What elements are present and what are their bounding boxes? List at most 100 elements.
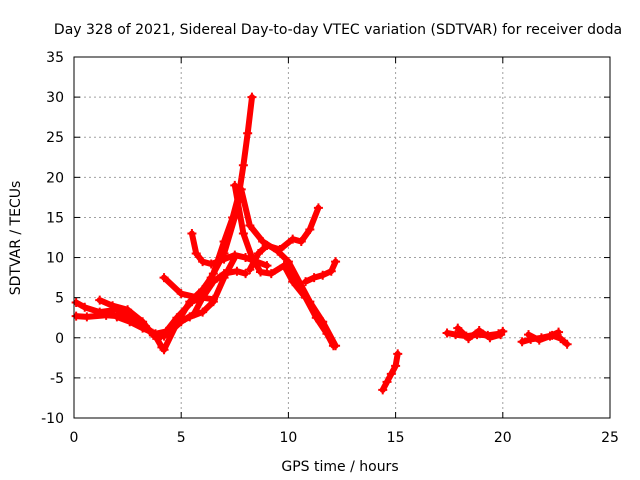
- data-point: [524, 330, 534, 340]
- data-point: [198, 257, 208, 267]
- data-point: [313, 203, 323, 213]
- y-tick-label: 0: [55, 331, 64, 347]
- data-point: [238, 228, 248, 238]
- data-point: [187, 228, 197, 238]
- data-point: [534, 335, 544, 345]
- y-tick-label: 10: [46, 251, 64, 267]
- x-tick-label: 0: [70, 430, 79, 446]
- data-point: [219, 269, 229, 279]
- series-arc-9: [161, 94, 255, 301]
- x-tick-label: 15: [387, 430, 405, 446]
- data-point: [95, 307, 105, 317]
- data-point: [243, 128, 253, 138]
- data-point: [288, 234, 298, 244]
- x-tick-label: 10: [279, 430, 297, 446]
- data-point: [453, 323, 463, 333]
- data-point: [172, 318, 182, 328]
- series-markers-arc-18: [524, 327, 564, 345]
- data-point: [556, 334, 566, 344]
- x-tick-label: 5: [177, 430, 186, 446]
- y-axis-label: SDTVAR / TECUs: [8, 181, 24, 296]
- data-point: [176, 289, 186, 299]
- data-point: [258, 237, 268, 247]
- data-point: [463, 334, 473, 344]
- data-point: [305, 224, 315, 234]
- data-point: [208, 269, 218, 279]
- y-tick-label: 15: [46, 210, 64, 226]
- data-point: [496, 330, 506, 340]
- series-markers-arc-9: [159, 92, 257, 303]
- data-point: [275, 245, 285, 255]
- data-point: [71, 297, 81, 307]
- trace-layer: [71, 92, 572, 395]
- data-point: [318, 270, 328, 280]
- data-point: [391, 361, 401, 371]
- y-tick-label: 20: [46, 170, 64, 186]
- data-point: [322, 329, 332, 339]
- data-point: [262, 241, 272, 251]
- data-point: [159, 345, 169, 355]
- data-point: [393, 349, 403, 359]
- series-markers-arc-16: [453, 323, 506, 344]
- data-point: [253, 249, 263, 259]
- data-point: [386, 369, 396, 379]
- data-point: [262, 261, 272, 271]
- series-markers-arc-11: [245, 203, 323, 275]
- x-axis-label: GPS time / hours: [281, 459, 398, 475]
- tick-layer: 0 5 10 15 20 25 -10 -5 0 5 10 15 20 25 30 35: [41, 50, 619, 446]
- series-markers-arc-13: [301, 257, 341, 287]
- plot-frame: [73, 56, 611, 419]
- y-tick-label: -10: [41, 411, 64, 427]
- y-tick-label: -5: [50, 371, 64, 387]
- series-markers-arc-14: [378, 349, 403, 395]
- data-point: [283, 257, 293, 267]
- data-point: [82, 312, 92, 322]
- series-arc-11: [246, 204, 322, 273]
- grid-layer: [74, 57, 610, 418]
- series-arc-18: [525, 329, 562, 344]
- data-point: [193, 293, 203, 303]
- data-point: [309, 273, 319, 283]
- data-point: [442, 328, 452, 338]
- data-point: [198, 307, 208, 317]
- data-point: [95, 295, 105, 305]
- x-tick-label: 25: [601, 430, 619, 446]
- data-point: [382, 377, 392, 387]
- y-tick-label: 5: [55, 291, 64, 307]
- data-point: [125, 317, 135, 327]
- data-point: [288, 277, 298, 287]
- data-point: [232, 266, 242, 276]
- data-point: [301, 293, 311, 303]
- data-point: [256, 267, 266, 277]
- data-point: [150, 329, 160, 339]
- data-point: [71, 311, 81, 321]
- data-point: [474, 326, 484, 336]
- data-point: [245, 220, 255, 230]
- data-point: [80, 302, 90, 312]
- y-tick-label: 25: [46, 130, 64, 146]
- data-point: [159, 273, 169, 283]
- data-point: [189, 309, 199, 319]
- data-point: [191, 249, 201, 259]
- data-point: [554, 327, 564, 337]
- series-markers-arc-12: [279, 261, 338, 351]
- data-point: [208, 297, 218, 307]
- data-point: [138, 323, 148, 333]
- y-tick-label: 35: [46, 50, 64, 66]
- data-point: [517, 337, 527, 347]
- data-point: [485, 333, 495, 343]
- data-point: [328, 341, 338, 351]
- y-tick-label: 30: [46, 90, 64, 106]
- data-point: [562, 339, 572, 349]
- data-point: [378, 385, 388, 395]
- data-point: [279, 261, 289, 271]
- data-point: [296, 237, 306, 247]
- data-point: [451, 330, 461, 340]
- data-point: [230, 180, 240, 190]
- data-point: [301, 277, 311, 287]
- data-point: [245, 265, 255, 275]
- data-point: [123, 305, 133, 315]
- data-point: [108, 301, 118, 311]
